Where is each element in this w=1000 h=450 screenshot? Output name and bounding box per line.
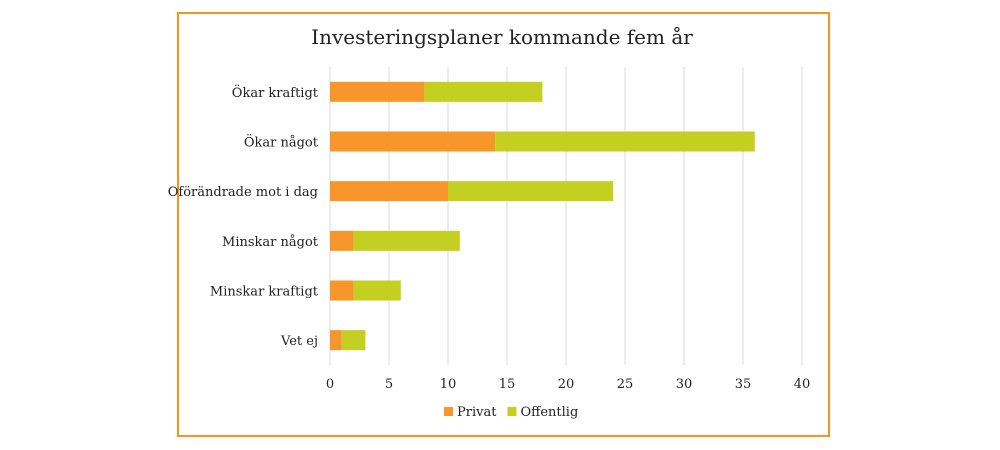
category-label: Ökar något (244, 134, 319, 151)
x-tick-label: 15 (499, 377, 516, 392)
bar-privat (330, 230, 354, 251)
legend-swatch-privat (444, 407, 453, 416)
bar-privat (330, 181, 448, 202)
legend-swatch-offentlig (507, 407, 517, 416)
bar-offentlig (341, 330, 366, 351)
bar-privat (330, 81, 425, 102)
bar-offentlig (353, 280, 401, 301)
category-label: Ökar kraftigt (232, 84, 319, 101)
x-tick-label: 40 (794, 377, 811, 392)
x-tick-label: 10 (440, 377, 457, 392)
x-tick-label: 5 (385, 377, 393, 392)
category-label: Minskar kraftigt (210, 285, 319, 300)
bar-privat (330, 280, 354, 301)
x-tick-label: 0 (326, 377, 334, 392)
bar-privat (330, 330, 342, 351)
legend-label: Offentlig (520, 405, 578, 420)
x-tick-label: 30 (676, 377, 693, 392)
chart-frame (177, 12, 830, 437)
x-tick-label: 35 (735, 377, 752, 392)
legend-label: Privat (457, 405, 497, 420)
bar-offentlig (495, 131, 755, 152)
category-label: Vet ej (280, 334, 318, 349)
x-tick-label: 20 (558, 377, 575, 392)
category-label: Minskar något (222, 234, 319, 250)
bar-offentlig (424, 81, 543, 102)
x-tick-label: 25 (617, 377, 634, 392)
bar-privat (330, 131, 496, 152)
bar-offentlig (353, 230, 460, 251)
category-label: Oförändrade mot i dag (168, 185, 318, 200)
chart-title: Investeringsplaner kommande fem år (311, 25, 693, 49)
bar-offentlig (448, 181, 614, 202)
